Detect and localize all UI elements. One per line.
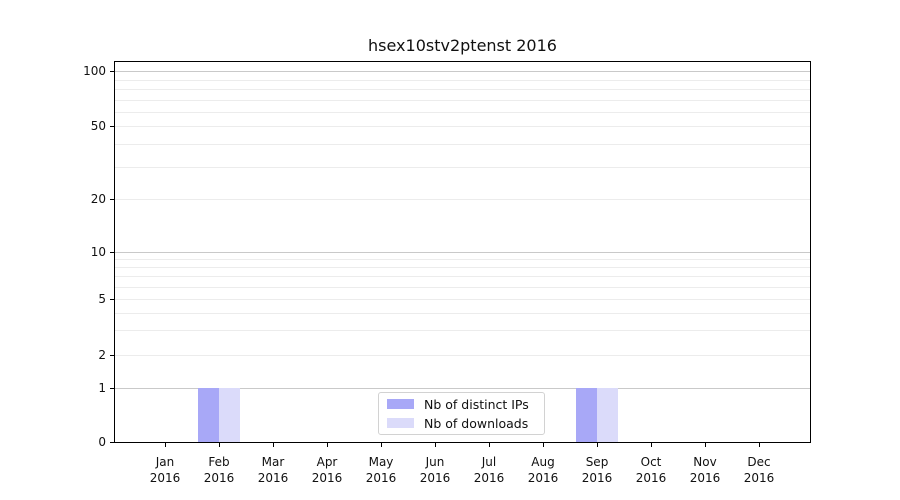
- gridline-minor: [115, 313, 810, 314]
- gridline-major: [115, 71, 810, 72]
- y-tick-label: 5: [98, 292, 106, 306]
- bar-distinct-ips: [198, 388, 219, 442]
- gridline-minor: [115, 330, 810, 331]
- gridline-minor: [115, 144, 810, 145]
- gridline-minor: [115, 355, 810, 356]
- x-axis-tick: [327, 443, 328, 447]
- y-axis-tick: [110, 199, 115, 200]
- bar-downloads: [597, 388, 618, 442]
- y-axis-tick: [110, 299, 115, 300]
- x-axis-tick: [597, 443, 598, 447]
- x-tick-label: Jul 2016: [457, 454, 521, 486]
- x-tick-label: Nov 2016: [673, 454, 737, 486]
- x-axis-tick: [435, 443, 436, 447]
- y-tick-label: 100: [83, 64, 106, 78]
- y-axis-tick: [110, 388, 115, 389]
- x-axis-tick: [381, 443, 382, 447]
- y-tick-label: 50: [90, 119, 106, 133]
- x-tick-label-line: 2016: [635, 471, 667, 485]
- gridline-minor: [115, 80, 810, 81]
- y-axis-tick: [110, 442, 115, 443]
- x-tick-label-line: 2016: [203, 471, 235, 485]
- x-tick-label: Apr 2016: [295, 454, 359, 486]
- gridline-minor: [115, 299, 810, 300]
- x-tick-label-line: Jun: [425, 455, 445, 469]
- x-tick-label-line: 2016: [149, 471, 181, 485]
- y-tick-label: 1: [98, 381, 106, 395]
- x-tick-label: Aug 2016: [511, 454, 575, 486]
- gridline-minor: [115, 100, 810, 101]
- x-tick-label-line: Jan: [155, 455, 175, 469]
- x-tick-label-line: 2016: [527, 471, 559, 485]
- x-tick-label-line: Jul: [481, 455, 497, 469]
- legend-label-distinct-ips: Nb of distinct IPs: [424, 396, 529, 412]
- y-tick-label: 20: [90, 192, 106, 206]
- x-axis-tick: [705, 443, 706, 447]
- x-tick-label-line: 2016: [581, 471, 613, 485]
- x-axis-tick: [543, 443, 544, 447]
- gridline-major: [115, 388, 810, 389]
- gridline-minor: [115, 259, 810, 260]
- x-tick-label-line: 2016: [311, 471, 343, 485]
- x-tick-label-line: 2016: [689, 471, 721, 485]
- x-axis-tick: [165, 443, 166, 447]
- legend-swatch-distinct-ips: [387, 399, 414, 409]
- y-tick-label: 2: [98, 348, 106, 362]
- x-tick-label-line: Apr: [316, 455, 338, 469]
- x-tick-label-line: Aug: [531, 455, 555, 469]
- x-tick-label: Sep 2016: [565, 454, 629, 486]
- plot-area: [114, 61, 811, 443]
- gridline-minor: [115, 287, 810, 288]
- legend: Nb of distinct IPs Nb of downloads: [378, 392, 545, 435]
- bar-downloads: [219, 388, 240, 442]
- x-tick-label-line: 2016: [419, 471, 451, 485]
- x-axis-tick: [489, 443, 490, 447]
- y-tick-label: 10: [90, 245, 106, 259]
- x-tick-label: Feb 2016: [187, 454, 251, 486]
- x-tick-label: Jun 2016: [403, 454, 467, 486]
- x-tick-label-line: Oct: [640, 455, 662, 469]
- gridline-minor: [115, 112, 810, 113]
- x-tick-label-line: 2016: [743, 471, 775, 485]
- x-tick-label-line: Dec: [747, 455, 771, 469]
- gridline-minor: [115, 267, 810, 268]
- legend-label-downloads: Nb of downloads: [424, 415, 529, 431]
- x-tick-label-line: Mar: [261, 455, 285, 469]
- x-axis-tick: [219, 443, 220, 447]
- y-axis-tick: [110, 126, 115, 127]
- chart-title: hsex10stv2ptenst 2016: [368, 36, 557, 55]
- y-axis-tick: [110, 355, 115, 356]
- gridline-minor: [115, 276, 810, 277]
- x-axis-tick: [651, 443, 652, 447]
- x-axis-tick: [759, 443, 760, 447]
- x-tick-label: May 2016: [349, 454, 413, 486]
- x-tick-label-line: Nov: [693, 455, 717, 469]
- bar-distinct-ips: [576, 388, 597, 442]
- legend-item-distinct-ips: Nb of distinct IPs: [387, 396, 536, 412]
- y-tick-label: 0: [98, 435, 106, 449]
- legend-item-downloads: Nb of downloads: [387, 415, 536, 431]
- x-tick-label: Dec 2016: [727, 454, 791, 486]
- x-axis-tick: [273, 443, 274, 447]
- gridline-minor: [115, 89, 810, 90]
- x-tick-label: Mar 2016: [241, 454, 305, 486]
- x-tick-label-line: Sep: [585, 455, 609, 469]
- gridline-minor: [115, 126, 810, 127]
- x-tick-label-line: May: [368, 455, 394, 469]
- x-tick-label-line: Feb: [208, 455, 230, 469]
- gridline-minor: [115, 199, 810, 200]
- x-tick-label: Oct 2016: [619, 454, 683, 486]
- x-tick-label-line: 2016: [473, 471, 505, 485]
- legend-swatch-downloads: [387, 418, 414, 428]
- x-tick-label: Jan 2016: [133, 454, 197, 486]
- gridline-major: [115, 252, 810, 253]
- y-axis-tick: [110, 71, 115, 72]
- y-axis-tick: [110, 252, 115, 253]
- x-tick-label-line: 2016: [365, 471, 397, 485]
- gridline-minor: [115, 167, 810, 168]
- x-tick-label-line: 2016: [257, 471, 289, 485]
